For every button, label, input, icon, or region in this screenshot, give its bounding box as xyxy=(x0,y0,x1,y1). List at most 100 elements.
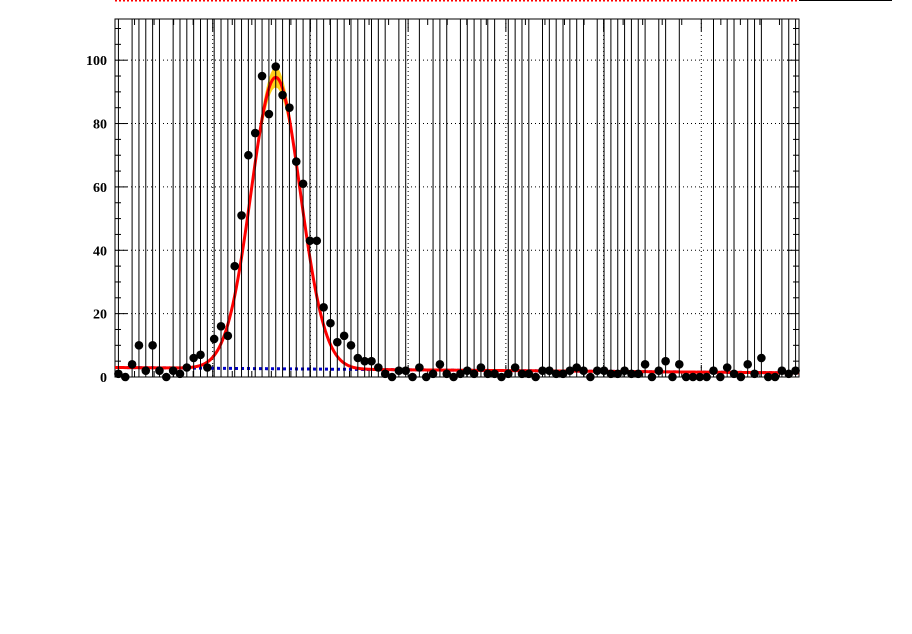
data-point xyxy=(387,372,397,382)
point-marker xyxy=(367,356,376,366)
point-marker xyxy=(339,331,349,341)
data-point xyxy=(661,18,670,378)
data-point xyxy=(305,18,315,378)
point-marker xyxy=(203,363,212,372)
point-marker xyxy=(524,369,534,379)
data-point xyxy=(421,372,431,382)
data-point xyxy=(401,18,411,378)
point-marker xyxy=(380,369,390,379)
data-point xyxy=(770,372,780,382)
data-point xyxy=(688,372,698,382)
data-point xyxy=(702,372,711,382)
data-point xyxy=(483,18,493,379)
data-point xyxy=(120,372,130,382)
point-marker xyxy=(654,366,664,375)
point-marker xyxy=(497,372,506,382)
data-point xyxy=(339,18,349,378)
y-tick-labels: 0 20 40 60 80 100 xyxy=(86,54,107,386)
point-marker xyxy=(675,360,684,369)
point-marker xyxy=(250,128,260,138)
data-point xyxy=(640,18,650,378)
data-point xyxy=(551,18,561,379)
point-marker xyxy=(196,350,205,360)
data-point xyxy=(510,18,520,378)
data-point xyxy=(558,18,568,379)
data-point xyxy=(695,372,705,382)
point-marker xyxy=(784,369,794,379)
data-point xyxy=(312,18,322,378)
data-point xyxy=(627,18,636,379)
point-marker xyxy=(586,372,595,382)
data-point xyxy=(791,18,800,378)
point-marker xyxy=(777,366,787,375)
point-marker xyxy=(716,372,725,382)
y-tick-label: 80 xyxy=(93,118,107,133)
point-marker xyxy=(421,372,431,382)
point-marker xyxy=(428,369,438,379)
data-point xyxy=(729,18,739,379)
point-marker xyxy=(346,341,356,350)
point-marker xyxy=(127,360,137,369)
data-point xyxy=(333,18,342,378)
data-point xyxy=(592,18,602,378)
data-point xyxy=(257,18,267,378)
data-point xyxy=(278,18,287,378)
point-marker xyxy=(565,366,575,375)
point-marker xyxy=(305,236,315,246)
data-point xyxy=(353,18,363,378)
point-marker xyxy=(333,337,342,347)
data-point xyxy=(524,18,534,379)
point-marker xyxy=(278,90,287,100)
point-marker xyxy=(750,369,759,379)
data-points xyxy=(114,18,800,382)
point-marker xyxy=(394,366,404,375)
data-point xyxy=(620,18,629,378)
point-marker xyxy=(155,366,164,375)
point-marker xyxy=(517,369,527,379)
point-marker xyxy=(757,353,766,363)
data-point xyxy=(408,372,417,382)
point-marker xyxy=(681,372,691,382)
data-point xyxy=(579,18,588,378)
data-point xyxy=(469,18,479,379)
data-point xyxy=(757,18,766,378)
data-point xyxy=(209,18,219,378)
point-marker xyxy=(442,369,452,379)
signal-uncertainty-band xyxy=(258,67,293,148)
data-point xyxy=(435,18,445,378)
point-marker xyxy=(216,322,226,331)
data-point xyxy=(497,372,506,382)
point-marker xyxy=(668,372,677,382)
point-marker xyxy=(531,372,540,382)
data-point xyxy=(216,18,226,378)
point-marker xyxy=(579,366,588,375)
point-marker xyxy=(504,369,513,379)
point-marker xyxy=(408,372,417,382)
data-point xyxy=(442,18,452,379)
point-marker xyxy=(141,366,151,375)
data-point xyxy=(613,18,623,379)
data-point xyxy=(504,18,513,379)
data-point xyxy=(462,18,472,378)
point-marker xyxy=(490,369,499,379)
point-marker xyxy=(435,360,445,369)
data-point xyxy=(346,18,356,378)
point-marker xyxy=(770,372,780,382)
point-marker xyxy=(360,356,369,366)
point-marker xyxy=(627,369,636,379)
point-marker xyxy=(326,318,335,328)
point-marker xyxy=(558,369,568,379)
point-marker xyxy=(545,366,554,375)
point-marker xyxy=(551,369,561,379)
point-marker xyxy=(182,363,192,372)
point-marker xyxy=(722,363,732,372)
data-point xyxy=(654,18,664,378)
data-point xyxy=(428,18,438,379)
data-point xyxy=(784,18,794,379)
data-point xyxy=(134,18,144,378)
data-point xyxy=(189,18,198,378)
point-marker xyxy=(374,363,383,372)
data-point xyxy=(777,18,787,378)
point-marker xyxy=(285,103,294,113)
point-marker xyxy=(223,331,233,341)
